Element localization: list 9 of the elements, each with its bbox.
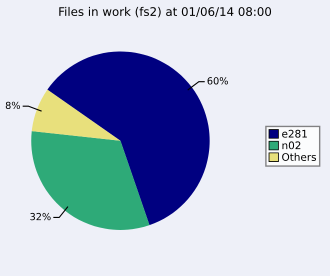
legend-label: Others	[282, 152, 316, 161]
chart-title: Files in work (fs2) at 01/06/14 08:00	[59, 6, 272, 18]
legend-label: n02	[282, 141, 300, 150]
pie-slice	[32, 90, 120, 141]
data-label: 60%	[208, 77, 228, 85]
data-label: 8%	[6, 102, 20, 110]
data-label: 32%	[30, 212, 51, 220]
legend-label: e281	[282, 130, 307, 138]
pie-slice	[31, 131, 150, 230]
